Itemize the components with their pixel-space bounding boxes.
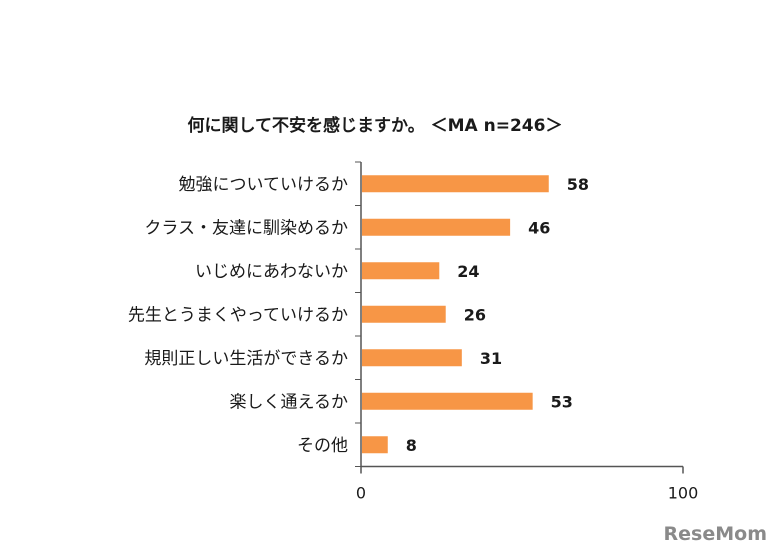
bar	[362, 262, 440, 280]
category-label: 規則正しい生活ができるか	[144, 349, 348, 369]
category-label: その他	[297, 436, 348, 456]
value-label: 8	[406, 436, 417, 455]
category-label: 楽しく通えるか	[230, 392, 349, 412]
bars-group	[362, 175, 549, 454]
bar	[362, 436, 388, 454]
category-labels-group: 勉強についていけるかクラス・友達に馴染めるかいじめにあわないか先生とうまくやって…	[128, 175, 348, 456]
x-tick-label: 0	[356, 484, 366, 503]
value-label: 58	[567, 175, 589, 194]
chart-title: 何に関して不安を感じますか。 ＜MA n=246＞	[188, 115, 563, 136]
watermark-logo: ReseMom	[663, 523, 767, 545]
x-axis: 0 100	[355, 161, 699, 503]
value-label: 26	[464, 305, 486, 324]
value-label: 31	[480, 349, 502, 368]
category-label: いじめにあわないか	[195, 262, 348, 282]
value-label: 53	[551, 392, 573, 411]
category-label: 先生とうまくやっていけるか	[128, 305, 348, 325]
bar	[362, 305, 446, 323]
bar	[362, 392, 533, 410]
bar	[362, 218, 511, 236]
value-labels-group: 58 46 24 26 31 53 8	[406, 175, 589, 455]
category-label: クラス・友達に馴染めるか	[144, 218, 348, 238]
bar	[362, 175, 549, 193]
category-label: 勉強についていけるか	[179, 175, 349, 195]
x-tick-label: 100	[668, 484, 699, 503]
bar	[362, 349, 462, 367]
value-label: 24	[457, 262, 479, 281]
value-label: 46	[528, 218, 550, 237]
